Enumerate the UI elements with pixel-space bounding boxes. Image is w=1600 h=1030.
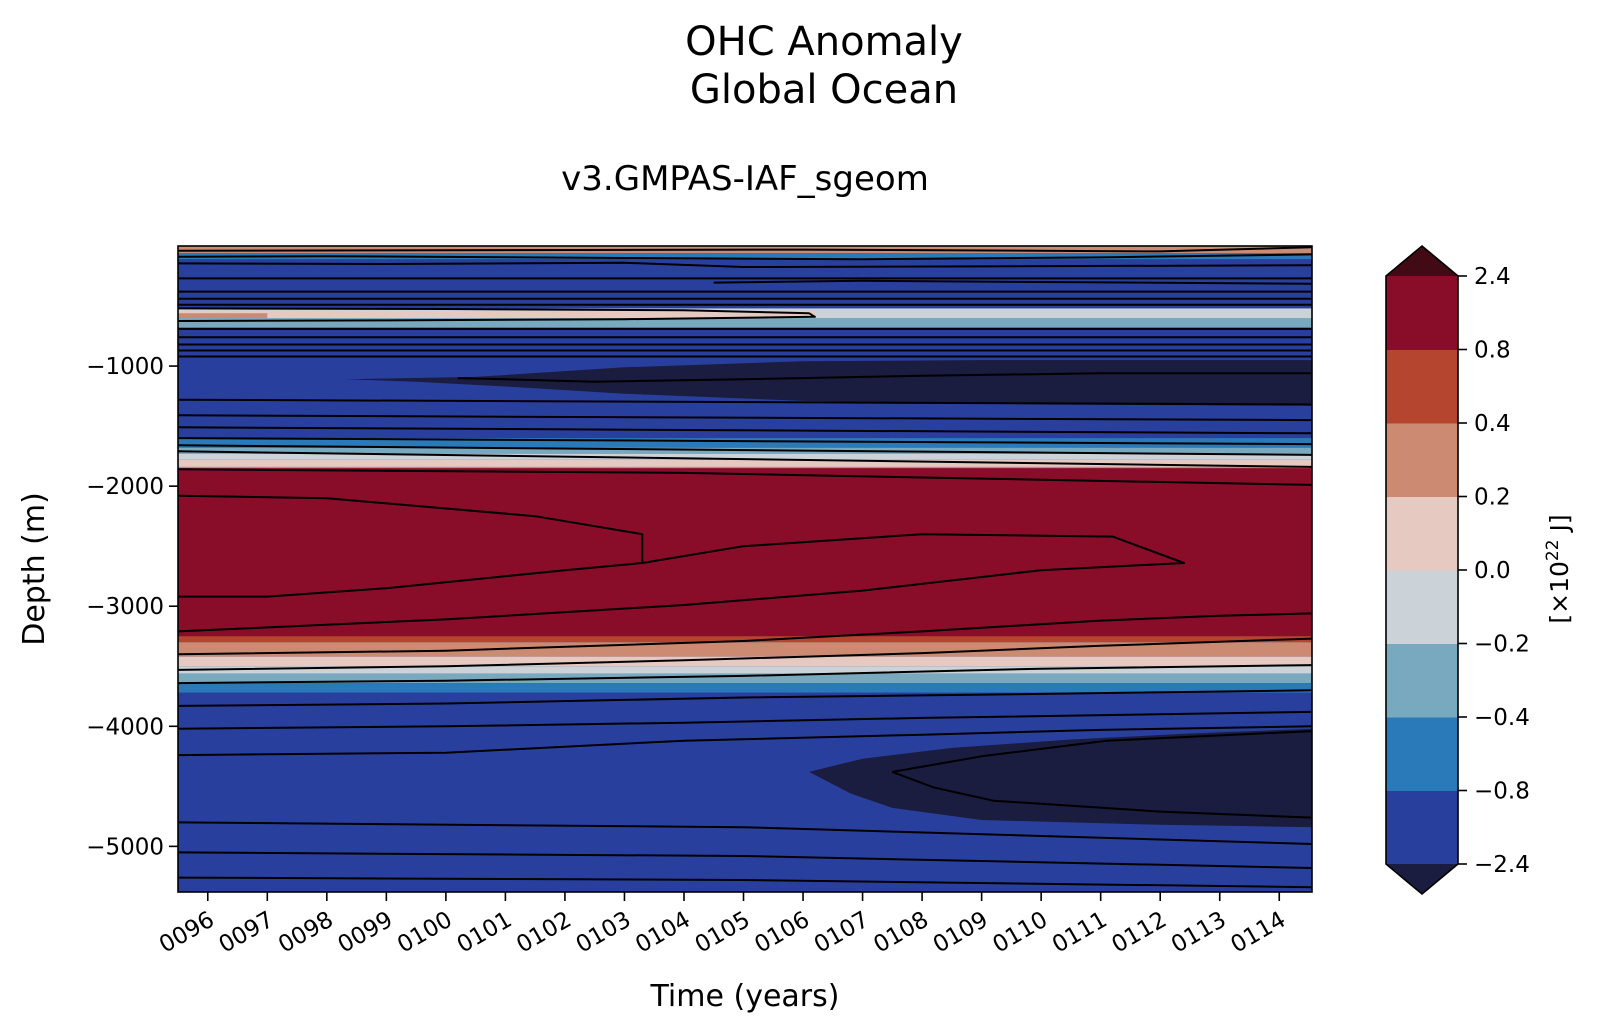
contour-line-34 [178,876,1312,889]
y-tick-label: −4000 [86,714,164,740]
contour-line-32 [178,821,1312,845]
colorbar-segment-3 [1386,570,1458,644]
colorbar-segment-0 [1386,790,1458,865]
plot-frame [177,245,1313,893]
contour-band-14 [178,468,1312,637]
contour-line-29 [178,725,1312,757]
contour-band-11 [178,459,1312,467]
contour-line-0 [178,246,1312,253]
contour-line-25 [178,637,1312,671]
x-tick-label: 0110 [988,907,1052,959]
contour-band-18 [178,673,1312,684]
y-tick-label: −1000 [86,354,164,380]
colorbar-tick-label: 0.8 [1474,338,1511,364]
contour-line-21 [178,468,1312,486]
contour-line-14 [457,372,1312,383]
contour-line-18 [178,437,1312,446]
x-tick-label: 0106 [750,907,814,959]
contour-line-17 [178,426,1312,435]
chart-title: OHC Anomaly [685,19,963,65]
contour-region-1 [809,728,1312,828]
x-tick-label: 0108 [869,907,933,959]
colorbar-segment-2 [1386,643,1458,718]
x-tick-label: 0109 [929,907,993,959]
run-title: v3.GMPAS-IAF_sgeom [561,159,929,199]
colorbar-tick-label: −0.8 [1474,779,1530,805]
y-tick-label: −3000 [86,594,164,620]
contour-region-0 [344,360,1312,406]
x-tick-label: 0112 [1108,907,1172,959]
contour-line-23 [178,533,1185,633]
contour-line-20 [178,450,1312,468]
x-tick-label: 0111 [1048,907,1112,959]
contour-line-8 [178,307,816,322]
colorbar-segment-5 [1386,423,1458,497]
colorbar-segment-6 [1386,349,1458,424]
x-axis-label: Time (years) [650,979,840,1014]
contour-band-8 [178,438,1312,448]
contour-line-33 [178,851,1312,869]
contour-line-1 [178,253,1312,261]
y-axis-label: Depth (m) [17,492,52,646]
x-tick-label: 0100 [393,907,457,959]
colorbar-tick-label: −0.4 [1474,705,1530,731]
x-tick-label: 0098 [274,907,338,959]
contour-line-19 [178,444,1312,456]
colorbar-label: [×1022 J] [1543,514,1574,623]
x-tick-label: 0096 [155,907,219,959]
contour-plot-area [178,246,1312,892]
colorbar-segment-7 [1386,276,1458,350]
x-tick-label: 0114 [1227,907,1291,959]
contour-band-10 [178,453,1312,460]
x-tick-label: 0102 [512,907,576,959]
colorbar: −2.4 −0.8 −0.4 −0.2 0.0 0.2 0.4 0.8 2.4 [1385,244,1530,896]
contour-line-31 [891,770,1312,819]
contour-line-30 [892,730,1312,773]
colorbar-tick-label: 0.4 [1474,411,1511,437]
colorbar-tick-label: 2.4 [1474,264,1511,290]
x-tick-label: 0097 [215,907,279,959]
colorbar-over-extension [1386,246,1458,276]
x-tick-label: 0099 [334,907,398,959]
contour-line-2 [178,261,1312,268]
contour-band-6 [178,318,1312,328]
contour-band-1 [178,253,1312,260]
x-tick-label: 0105 [691,907,755,959]
y-tick-label: −2000 [86,474,164,500]
colorbar-tick-label: 0.2 [1474,485,1511,511]
contour-band-15 [178,642,1312,657]
chart-subtitle: Global Ocean [690,67,958,113]
contour-line-28 [178,710,1312,730]
colorbar-under-extension [1386,864,1458,894]
colorbar-segment-4 [1386,496,1458,571]
x-tick-label: 0101 [453,907,517,959]
contour-line-4 [713,279,1312,285]
contour-band-16 [178,656,1312,667]
contour-line-15 [178,398,1312,406]
colorbar-tick-label: 0.0 [1474,558,1511,584]
x-tick-label: 0113 [1167,907,1231,959]
x-tick-label: 0107 [810,907,874,959]
contour-band-19 [178,683,1312,693]
contour-line-26 [178,664,1312,685]
contour-band-17 [178,666,1312,674]
y-tick-label: −5000 [86,834,164,860]
contour-line-16 [178,414,1312,422]
colorbar-segment-1 [1386,717,1458,791]
contour-line-27 [178,689,1312,707]
contour-line-24 [178,612,1312,656]
colorbar-tick-label: −2.4 [1474,852,1530,878]
x-tick-label: 0103 [572,907,636,959]
x-tick-label: 0104 [631,907,695,959]
colorbar-tick-label: −0.2 [1474,632,1530,658]
